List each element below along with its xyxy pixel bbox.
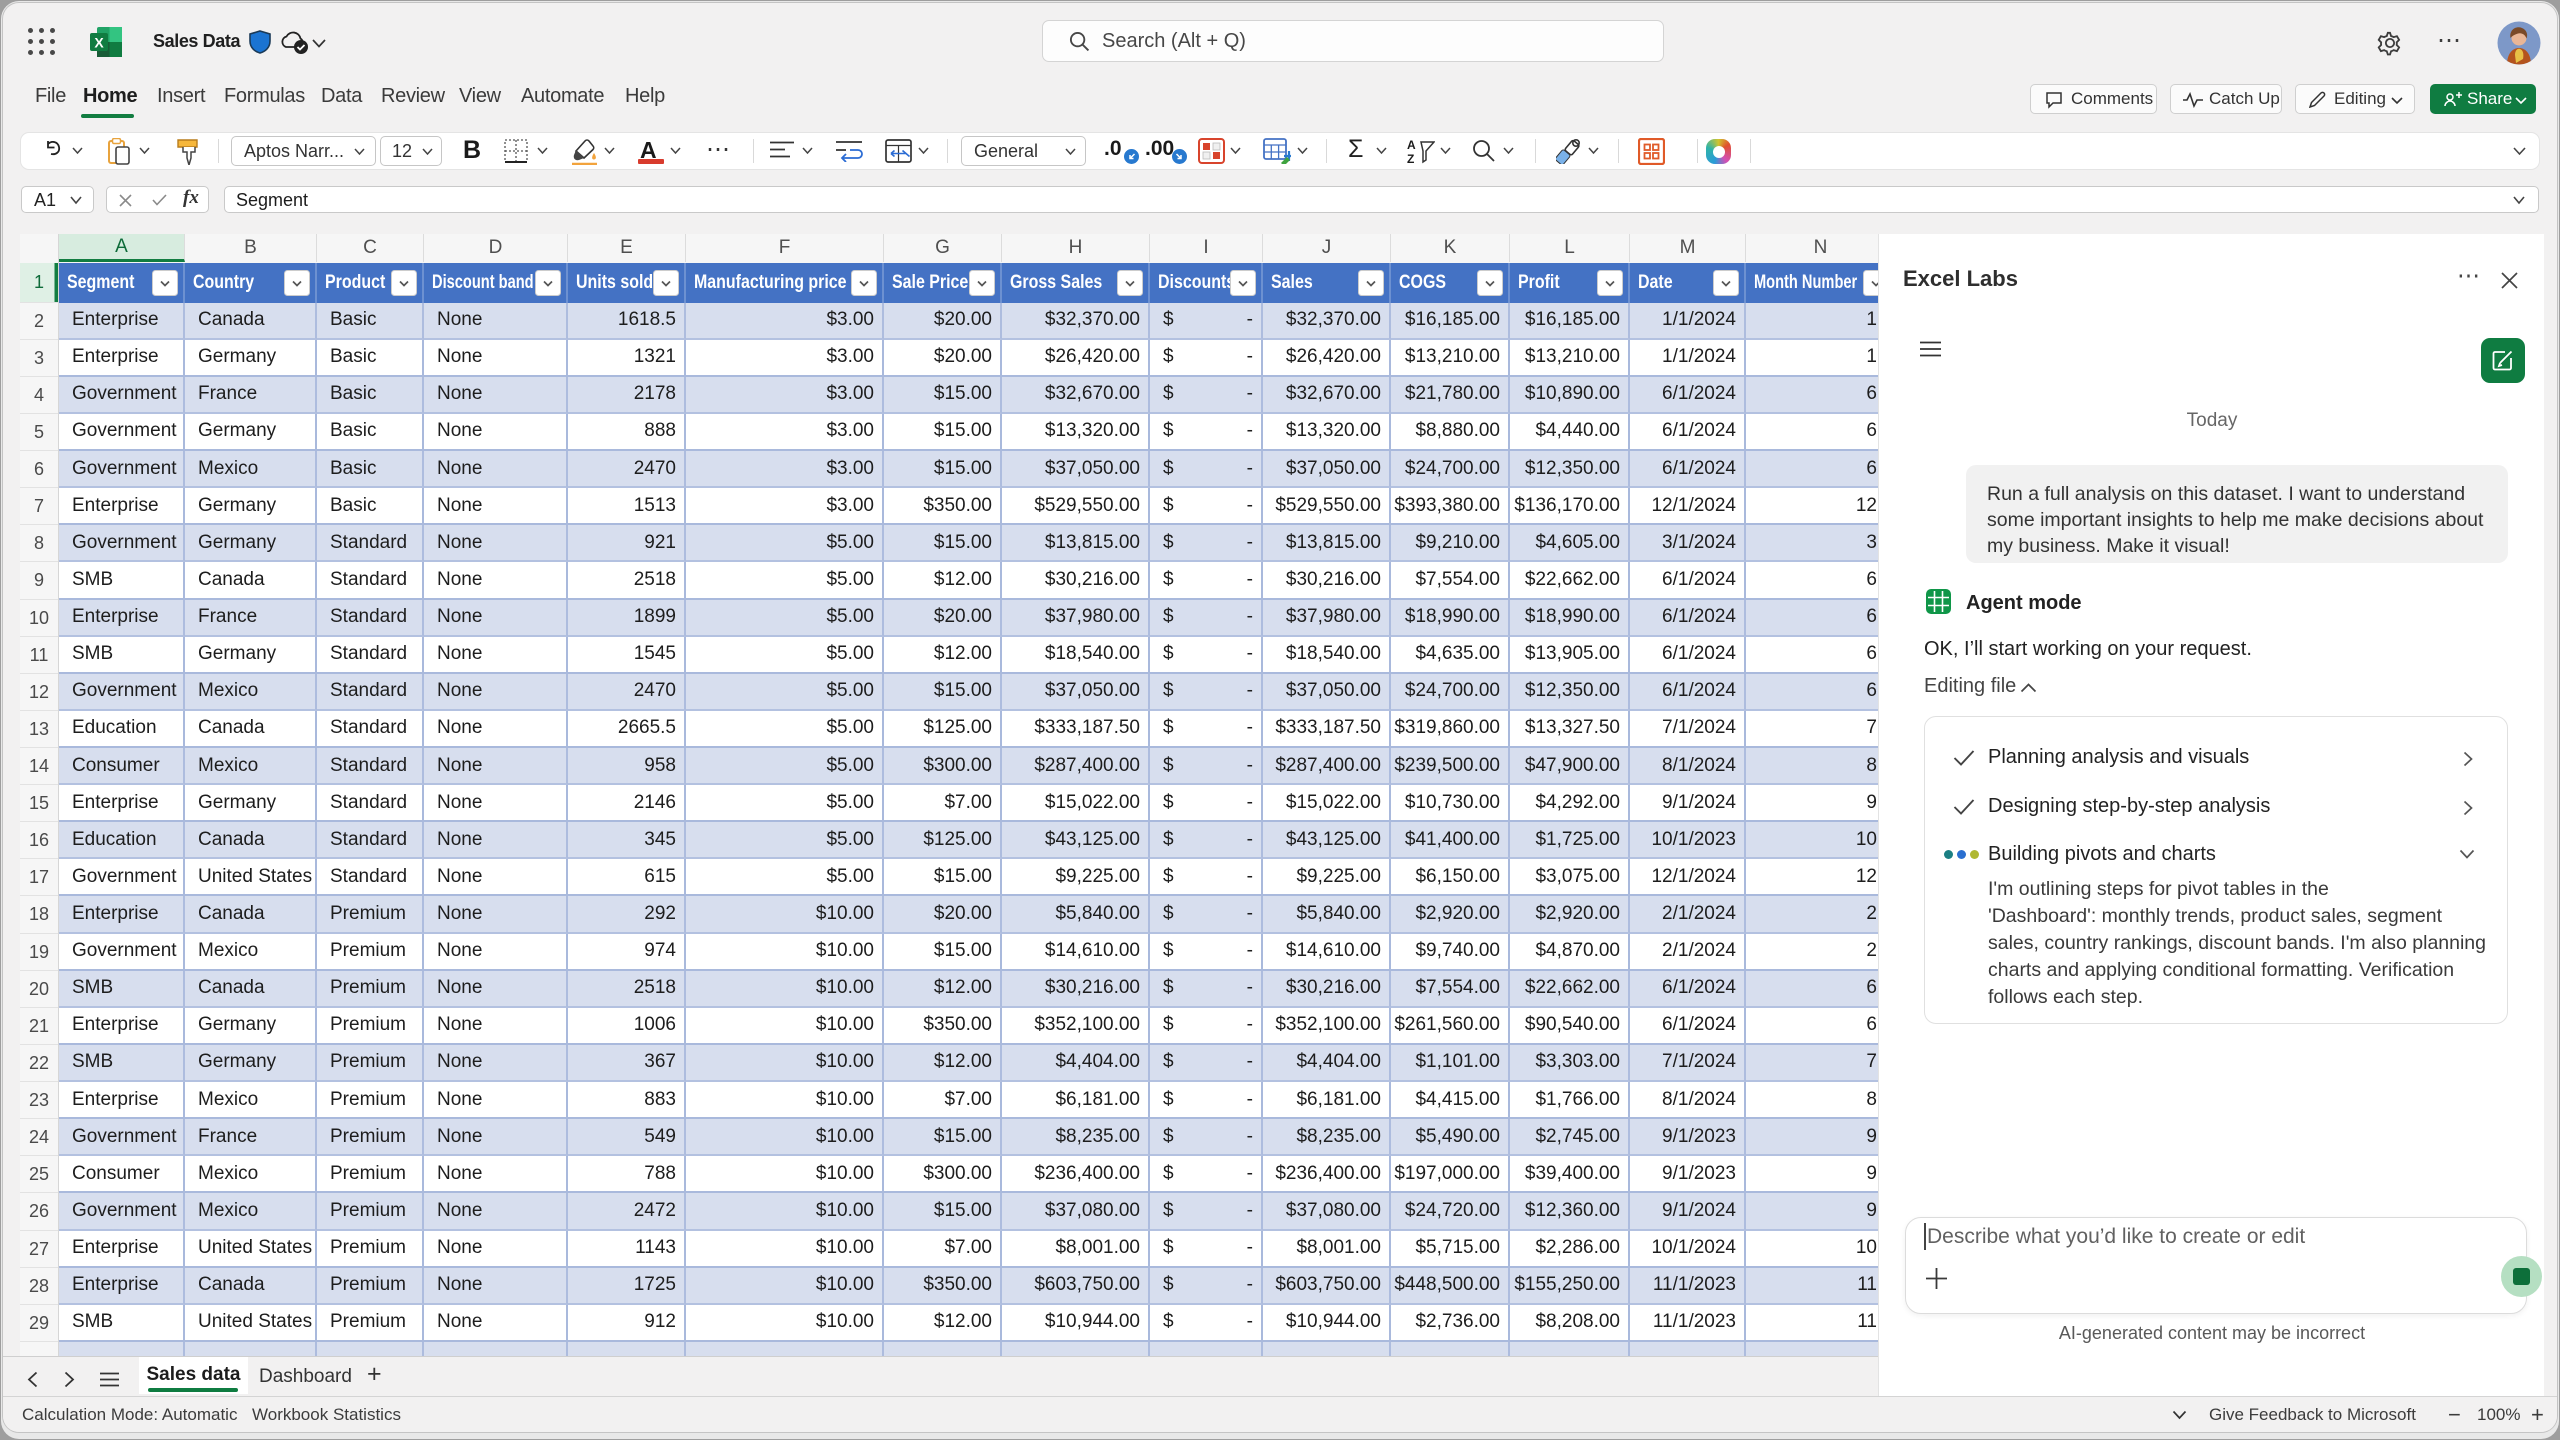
svg-text:A: A — [1407, 138, 1416, 152]
svg-text:Z: Z — [1407, 152, 1414, 164]
svg-text:X: X — [94, 35, 104, 51]
